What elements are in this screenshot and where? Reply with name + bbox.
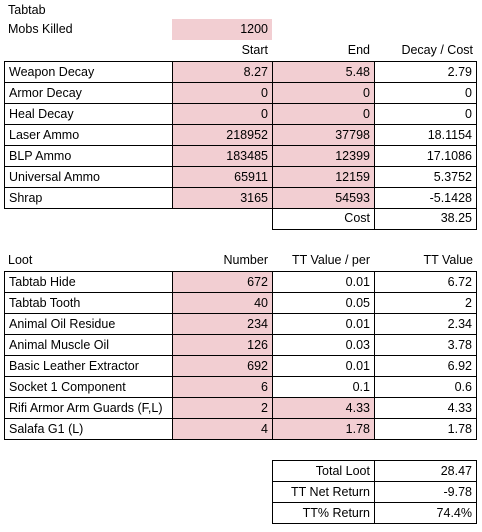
summary-label: Total Loot: [272, 460, 374, 481]
loot-label: Tabtab Hide: [4, 271, 172, 292]
tt-value-cell: 4.33: [374, 397, 477, 418]
header-number: Number: [223, 253, 268, 267]
start-cell[interactable]: 183485: [172, 145, 272, 166]
end-cell[interactable]: 0: [272, 82, 374, 103]
start-cell[interactable]: 8.27: [172, 61, 272, 82]
summary-value: -9.78: [374, 481, 477, 502]
mobs-killed-label: Mobs Killed: [8, 22, 73, 36]
tt-value-cell: 1.78: [374, 418, 477, 440]
end-cell[interactable]: 5.48: [272, 61, 374, 82]
cost-cell: 5.3752: [374, 166, 477, 187]
tt-per-cell: 0.1: [272, 376, 374, 397]
cost-cell: 18.1154: [374, 124, 477, 145]
tt-per-cell[interactable]: 1.78: [272, 418, 374, 440]
tt-value-cell: 6.92: [374, 355, 477, 376]
number-cell[interactable]: 234: [172, 313, 272, 334]
tt-value-cell: 2: [374, 292, 477, 313]
row-label: BLP Ammo: [4, 145, 172, 166]
cost-total-value: 38.25: [374, 208, 477, 230]
loot-label: Rifi Armor Arm Guards (F,L): [4, 397, 172, 418]
cost-cell: 17.1086: [374, 145, 477, 166]
loot-label: Basic Leather Extractor: [4, 355, 172, 376]
header-tt-per: TT Value / per: [291, 253, 370, 267]
row-label: Armor Decay: [4, 82, 172, 103]
start-cell[interactable]: 0: [172, 103, 272, 124]
loot-label: Animal Oil Residue: [4, 313, 172, 334]
header-end: End: [347, 43, 370, 57]
number-cell[interactable]: 126: [172, 334, 272, 355]
row-label: Shrap: [4, 187, 172, 209]
tt-value-cell: 3.78: [374, 334, 477, 355]
loot-label: Salafa G1 (L): [4, 418, 172, 440]
number-cell[interactable]: 672: [172, 271, 272, 292]
number-cell[interactable]: 6: [172, 376, 272, 397]
end-cell[interactable]: 12399: [272, 145, 374, 166]
tt-per-cell: 0.01: [272, 355, 374, 376]
summary-label: TT Net Return: [272, 481, 374, 502]
number-cell[interactable]: 4: [172, 418, 272, 440]
summary-value: 28.47: [374, 460, 477, 481]
cost-cell: 2.79: [374, 61, 477, 82]
end-cell[interactable]: 54593: [272, 187, 374, 209]
cost-cell: -5.1428: [374, 187, 477, 209]
row-label: Universal Ammo: [4, 166, 172, 187]
tt-value-cell: 2.34: [374, 313, 477, 334]
tt-per-cell: 0.01: [272, 313, 374, 334]
end-cell[interactable]: 12159: [272, 166, 374, 187]
loot-label: Socket 1 Component: [4, 376, 172, 397]
summary-value: 74.4%: [374, 502, 477, 524]
mobs-killed-value[interactable]: 1200: [172, 19, 272, 40]
end-cell[interactable]: 0: [272, 103, 374, 124]
tt-per-cell: 0.03: [272, 334, 374, 355]
number-cell[interactable]: 2: [172, 397, 272, 418]
cost-cell: 0: [374, 103, 477, 124]
tt-value-cell: 6.72: [374, 271, 477, 292]
start-cell[interactable]: 65911: [172, 166, 272, 187]
header-loot: Loot: [8, 253, 33, 267]
cost-label: Cost: [272, 208, 374, 230]
tt-per-cell: 0.01: [272, 271, 374, 292]
row-label: Laser Ammo: [4, 124, 172, 145]
tt-per-cell[interactable]: 4.33: [272, 397, 374, 418]
header-decay-cost: Decay / Cost: [401, 43, 473, 57]
loot-label: Tabtab Tooth: [4, 292, 172, 313]
start-cell[interactable]: 218952: [172, 124, 272, 145]
cost-cell: 0: [374, 82, 477, 103]
header-start: Start: [241, 43, 268, 57]
start-cell[interactable]: 3165: [172, 187, 272, 209]
end-cell[interactable]: 37798: [272, 124, 374, 145]
number-cell[interactable]: 40: [172, 292, 272, 313]
row-label: Heal Decay: [4, 103, 172, 124]
summary-label: TT% Return: [272, 502, 374, 524]
tt-value-cell: 0.6: [374, 376, 477, 397]
header-tt-value: TT Value: [423, 253, 473, 267]
sheet-title: Tabtab: [8, 3, 46, 17]
number-cell[interactable]: 692: [172, 355, 272, 376]
start-cell[interactable]: 0: [172, 82, 272, 103]
tt-per-cell: 0.05: [272, 292, 374, 313]
row-label: Weapon Decay: [4, 61, 172, 82]
loot-label: Animal Muscle Oil: [4, 334, 172, 355]
